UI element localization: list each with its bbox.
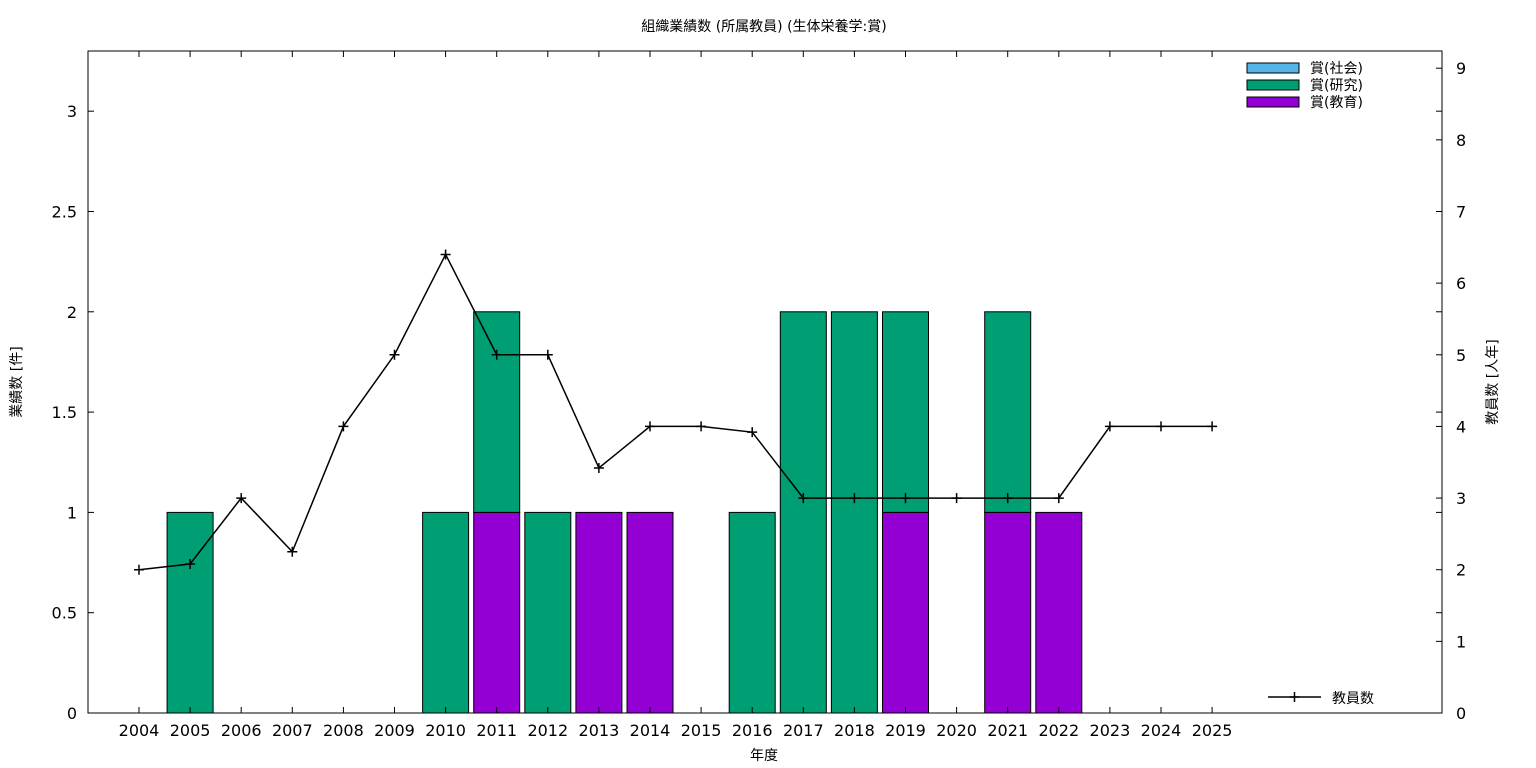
y2-tick-label: 2 — [1456, 561, 1466, 580]
legend-label: 賞(教育) — [1310, 95, 1363, 111]
bar — [1035, 511, 1083, 714]
line-point — [185, 558, 196, 569]
y2-tick-label: 3 — [1456, 489, 1466, 508]
bars-layer — [166, 311, 1083, 714]
x-tick-label: 2005 — [170, 721, 211, 740]
x-tick-label: 2021 — [987, 721, 1028, 740]
y-tick-label: 1.5 — [52, 403, 77, 422]
x-tick-label: 2006 — [221, 721, 262, 740]
y2-tick-label: 9 — [1456, 59, 1466, 78]
bar — [473, 511, 521, 714]
line-point — [900, 493, 911, 504]
line-point — [1156, 421, 1166, 432]
y-tick-label: 1 — [67, 503, 77, 522]
line-layer — [134, 249, 1218, 575]
x-tick-label: 2012 — [527, 721, 568, 740]
y2-tick-label: 0 — [1456, 704, 1466, 723]
bar — [166, 511, 214, 714]
line-point — [798, 493, 809, 504]
x-tick-label: 2004 — [119, 721, 160, 740]
line-point — [491, 349, 502, 360]
y-tick-label: 3 — [67, 102, 77, 121]
x-tick-label: 2024 — [1141, 721, 1182, 740]
y2-tick-label: 7 — [1456, 202, 1466, 221]
line-legend: 教員数 — [1268, 691, 1374, 707]
bar — [779, 311, 827, 714]
bar — [882, 511, 929, 714]
line-point — [645, 421, 655, 432]
y-tick-label: 2 — [67, 303, 77, 322]
x-tick-label: 2023 — [1090, 721, 1131, 740]
line-point — [134, 564, 144, 575]
legend-label: 賞(社会) — [1310, 61, 1363, 77]
legend-label: 賞(研究) — [1310, 78, 1363, 94]
bar — [422, 511, 470, 714]
x-tick-label: 2013 — [579, 721, 620, 740]
x-tick-label: 2017 — [783, 721, 824, 740]
line-point — [1053, 493, 1064, 504]
line-point — [1002, 493, 1013, 504]
axes-layer: 0 0.5 1 1.5 2 2.5 3 0 1 2 3 4 5 6 7 8 9 2004 2005 2006 2007 2… — [52, 51, 1466, 740]
x-tick-label: 2014 — [630, 721, 671, 740]
line-point — [1207, 421, 1218, 432]
bar — [830, 311, 878, 714]
x-tick-label: 2009 — [374, 721, 415, 740]
x-tick-label: 2020 — [936, 721, 977, 740]
x-tick-label: 2022 — [1038, 721, 1079, 740]
x-tick-label: 2011 — [476, 721, 517, 740]
x-tick-label: 2018 — [834, 721, 875, 740]
teacher-count-line — [138, 252, 1213, 571]
bar — [882, 311, 929, 513]
x-tick-label: 2025 — [1192, 721, 1233, 740]
bar — [728, 511, 776, 714]
line-point — [593, 462, 604, 473]
y-tick-label: 0.5 — [52, 604, 77, 623]
line-legend-label: 教員数 — [1332, 691, 1374, 707]
y-axis-label: 業績数 [件] — [9, 346, 25, 417]
x-tick-label: 2019 — [885, 721, 926, 740]
y2-tick-label: 5 — [1456, 346, 1466, 365]
bar — [473, 311, 521, 513]
x-tick-label: 2007 — [272, 721, 313, 740]
y2-tick-label: 4 — [1456, 417, 1466, 436]
legend-swatch — [1246, 96, 1300, 108]
line-point — [440, 249, 451, 260]
bar — [626, 511, 674, 714]
line-point — [542, 349, 553, 360]
line-point — [338, 421, 349, 432]
y-tick-label: 0 — [67, 704, 77, 723]
bar — [575, 511, 623, 714]
line-legend-marker — [1289, 692, 1300, 702]
x-tick-label: 2008 — [323, 721, 364, 740]
bar — [984, 311, 1032, 513]
y2-tick-label: 6 — [1456, 274, 1466, 293]
bar — [984, 511, 1032, 714]
bar — [524, 511, 572, 714]
line-point — [287, 546, 298, 557]
y2-tick-label: 1 — [1456, 632, 1466, 651]
y-tick-label: 2.5 — [52, 202, 77, 221]
y2-axis-label: 教員数 [人年] — [1485, 339, 1501, 424]
x-axis-label: 年度 — [750, 748, 778, 764]
x-tick-label: 2010 — [425, 721, 466, 740]
line-point — [696, 421, 707, 432]
line-point — [389, 349, 400, 360]
legend-swatch — [1246, 62, 1300, 74]
legend: 賞(社会)賞(研究)賞(教育) — [1246, 61, 1363, 111]
line-point — [849, 493, 860, 504]
x-tick-label: 2015 — [681, 721, 722, 740]
plot-frame — [87, 50, 1443, 714]
line-point — [747, 427, 758, 438]
legend-swatch — [1246, 79, 1300, 91]
line-point — [1104, 421, 1115, 432]
x-tick-label: 2016 — [732, 721, 773, 740]
chart-title: 組織業績数 (所属教員) (生体栄養学:賞) — [641, 18, 886, 35]
y2-tick-label: 8 — [1456, 131, 1466, 150]
line-point — [951, 493, 962, 504]
line-point — [236, 493, 247, 504]
